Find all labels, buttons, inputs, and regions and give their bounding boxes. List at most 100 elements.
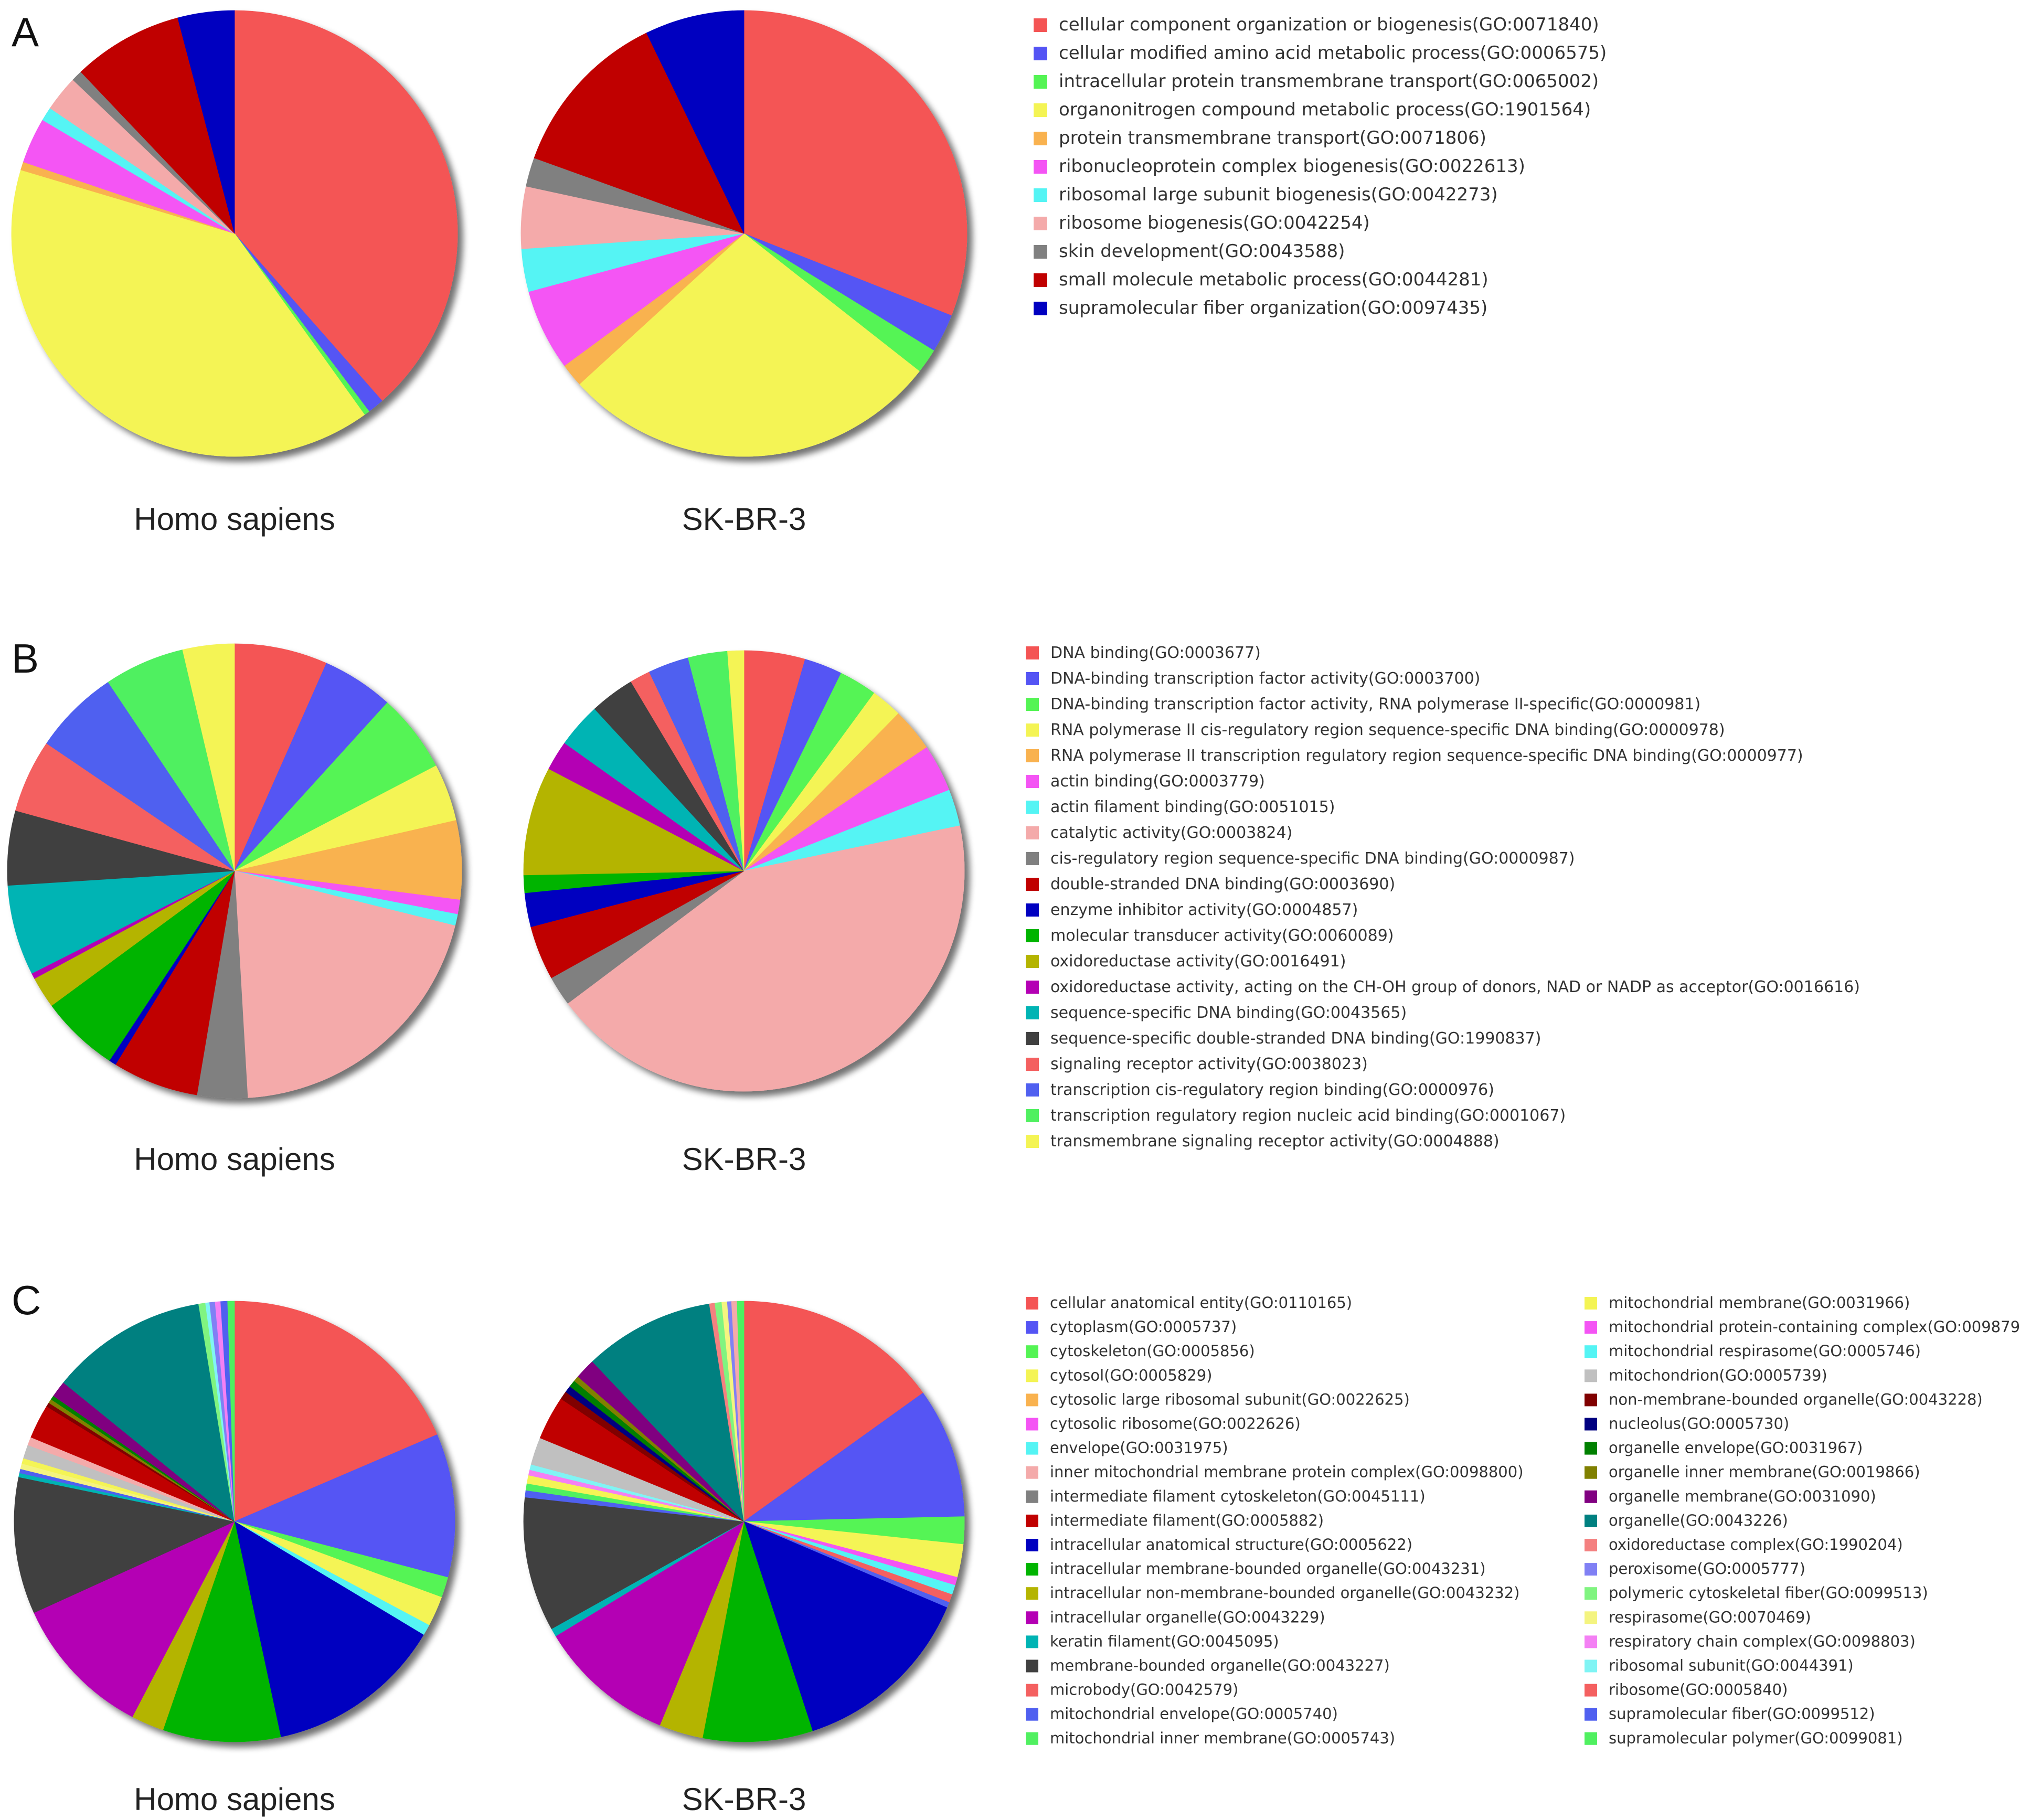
legend-item-b-5: actin binding(GO:0003779) (1026, 772, 1265, 791)
pie-c-homo-sapiens (14, 1301, 455, 1742)
legend-item-c-28: organelle(GO:0043226) (1585, 1512, 1788, 1529)
legend-swatch (1026, 1006, 1039, 1019)
legend-swatch (1026, 1032, 1039, 1045)
pie-slice-b-homo-sapiens-15 (7, 810, 235, 886)
pie-slice-c-sk-br-3-32 (737, 1301, 745, 1522)
legend-item-c-35: ribosome(GO:0005840) (1585, 1681, 1788, 1699)
legend-swatch (1585, 1345, 1597, 1358)
legend-item-c-24: nucleolus(GO:0005730) (1585, 1415, 1789, 1433)
legend-item-c-20: mitochondrial protein-containing complex… (1585, 1318, 2020, 1336)
legend-swatch (1034, 188, 1047, 202)
legend-label: organelle(GO:0043226) (1609, 1512, 1788, 1529)
pie-slice-a-homo-sapiens-0 (234, 10, 458, 401)
legend-b: DNA binding(GO:0003677) DNA-binding trans… (1026, 644, 1860, 1151)
legend-label: sequence-specific DNA binding(GO:0043565… (1050, 1004, 1407, 1022)
legend-item-c-29: oxidoreductase complex(GO:1990204) (1585, 1536, 1903, 1553)
legend-label: organelle membrane(GO:0031090) (1609, 1487, 1876, 1505)
legend-item-b-8: cis-regulatory region sequence-specific … (1026, 849, 1575, 868)
legend-swatch (1026, 929, 1039, 942)
panel-b: B Homo sapiens SK-BR-3 DNA binding(GO:00… (7, 635, 1860, 1177)
legend-swatch (1026, 1393, 1038, 1407)
legend-item-c-11: intracellular membrane-bounded organelle… (1026, 1560, 1486, 1578)
legend-label: respirasome(GO:0070469) (1609, 1608, 1811, 1626)
pie-slice-b-homo-sapiens-4 (234, 820, 462, 900)
legend-item-c-18: mitochondrial inner membrane(GO:0005743) (1026, 1729, 1395, 1747)
legend-item-c-19: mitochondrial membrane(GO:0031966) (1585, 1294, 1910, 1312)
legend-swatch (1026, 775, 1039, 788)
legend-label: cellular component organization or bioge… (1059, 14, 1599, 35)
legend-swatch (1026, 1321, 1038, 1334)
legend-label: signaling receptor activity(GO:0038023) (1050, 1055, 1368, 1073)
pie-slice-b-homo-sapiens-17 (46, 682, 235, 871)
legend-swatch (1026, 672, 1039, 685)
legend-label: ribosomal large subunit biogenesis(GO:00… (1059, 184, 1498, 205)
legend-swatch (1026, 698, 1039, 711)
legend-item-b-11: molecular transducer activity(GO:0060089… (1026, 927, 1394, 945)
legend-label: organelle envelope(GO:0031967) (1609, 1439, 1863, 1457)
legend-swatch (1026, 749, 1039, 762)
pie-slice-c-homo-sapiens-8 (34, 1521, 235, 1717)
legend-item-c-15: membrane-bounded organelle(GO:0043227) (1026, 1657, 1390, 1675)
legend-item-c-33: respiratory chain complex(GO:0098803) (1585, 1632, 1916, 1650)
legend-item-a-4: protein transmembrane transport(GO:00718… (1034, 127, 1486, 148)
legend-label: actin binding(GO:0003779) (1050, 772, 1265, 791)
panel-c: C Homo sapiens SK-BR-3 cellular anatomic… (12, 1277, 2020, 1817)
legend-item-a-2: intracellular protein transmembrane tran… (1034, 71, 1599, 92)
legend-label: polymeric cytoskeletal fiber(GO:0099513) (1609, 1584, 1928, 1602)
pie-slice-b-homo-sapiens-2 (234, 702, 437, 871)
legend-swatch (1026, 1684, 1038, 1697)
legend-swatch (1026, 1490, 1038, 1503)
pie-slice-a-homo-sapiens-3 (11, 169, 365, 457)
pie-slice-c-sk-br-3-26 (592, 1303, 745, 1523)
legend-swatch (1026, 1611, 1038, 1624)
legend-c: cellular anatomical entity(GO:0110165) cy… (1026, 1294, 2020, 1747)
legend-label: nucleolus(GO:0005730) (1609, 1415, 1789, 1433)
legend-item-b-15: sequence-specific double-stranded DNA bi… (1026, 1029, 1541, 1048)
panel-a: A Homo sapiens SK-BR-3 cellular componen… (11, 9, 1607, 537)
legend-swatch (1585, 1418, 1597, 1431)
legend-swatch (1585, 1369, 1597, 1382)
legend-swatch (1585, 1442, 1597, 1455)
legend-item-c-32: respirasome(GO:0070469) (1585, 1608, 1811, 1626)
legend-swatch (1026, 1732, 1038, 1745)
pie-slice-a-homo-sapiens-10 (177, 10, 235, 234)
legend-label: small molecule metabolic process(GO:0044… (1059, 269, 1489, 290)
pie-slice-a-homo-sapiens-9 (80, 17, 235, 234)
legend-label: ribonucleoprotein complex biogenesis(GO:… (1059, 156, 1525, 177)
pie-a-sk-br-3 (520, 10, 968, 457)
legend-item-b-9: double-stranded DNA binding(GO:0003690) (1026, 875, 1395, 893)
pie-slice-c-sk-br-3-9 (702, 1520, 813, 1742)
pie-slice-b-homo-sapiens-9 (115, 870, 235, 1095)
legend-swatch (1034, 18, 1047, 32)
legend-swatch (1585, 1514, 1597, 1527)
legend-item-b-0: DNA binding(GO:0003677) (1026, 644, 1261, 662)
legend-label: cellular modified amino acid metabolic p… (1059, 42, 1607, 63)
legend-a: cellular component organization or bioge… (1034, 14, 1607, 318)
pie-slice-c-sk-br-3-8 (743, 1521, 948, 1731)
legend-item-a-6: ribosomal large subunit biogenesis(GO:00… (1034, 184, 1498, 205)
legend-label: supramolecular fiber(GO:0099512) (1609, 1705, 1875, 1723)
legend-item-a-9: small molecule metabolic process(GO:0044… (1034, 269, 1489, 290)
pie-slice-a-sk-br-3-10 (646, 10, 745, 234)
panel-letter-c: C (12, 1277, 41, 1323)
pie-label-a-homo-sapiens: Homo sapiens (134, 502, 335, 537)
legend-item-c-34: ribosomal subunit(GO:0044391) (1585, 1657, 1854, 1675)
legend-label: peroxisome(GO:0005777) (1609, 1560, 1805, 1578)
legend-item-c-8: intermediate filament cytoskeleton(GO:00… (1026, 1487, 1426, 1505)
legend-label: actin filament binding(GO:0051015) (1050, 798, 1335, 816)
legend-label: mitochondrial membrane(GO:0031966) (1609, 1294, 1910, 1312)
legend-item-b-3: RNA polymerase II cis-regulatory region … (1026, 721, 1725, 739)
legend-swatch (1026, 1418, 1038, 1431)
legend-swatch (1034, 103, 1047, 117)
legend-item-b-18: transcription regulatory region nucleic … (1026, 1106, 1566, 1125)
pie-slice-b-homo-sapiens-11 (51, 870, 235, 1061)
legend-label: oxidoreductase activity, acting on the C… (1050, 978, 1860, 996)
legend-item-c-12: intracellular non-membrane-bounded organ… (1026, 1584, 1520, 1602)
pie-slice-c-sk-br-3-1 (743, 1392, 965, 1522)
legend-item-a-5: ribonucleoprotein complex biogenesis(GO:… (1034, 156, 1525, 177)
legend-item-c-5: cytosolic ribosome(GO:0022626) (1026, 1415, 1301, 1433)
panel-letter-b: B (12, 635, 39, 682)
legend-label: oxidoreductase activity(GO:0016491) (1050, 952, 1346, 971)
legend-item-c-2: cytoskeleton(GO:0005856) (1026, 1342, 1255, 1360)
legend-swatch (1034, 302, 1047, 315)
